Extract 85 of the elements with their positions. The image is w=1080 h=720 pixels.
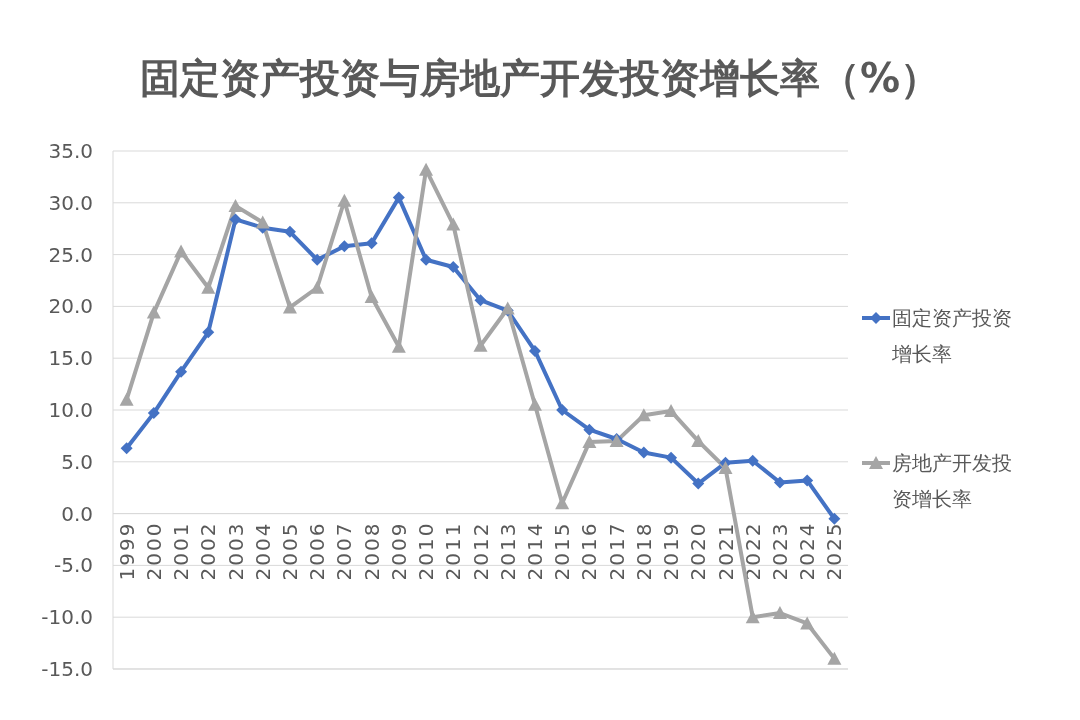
y-tick-label: -5.0 xyxy=(53,553,93,578)
y-tick-label: 5.0 xyxy=(61,449,93,474)
x-tick-label: 2008 xyxy=(359,521,384,581)
point xyxy=(637,446,650,459)
x-tick-label: 2007 xyxy=(332,521,357,581)
point xyxy=(718,461,733,475)
point xyxy=(800,616,815,630)
x-tick-label: 2009 xyxy=(386,521,411,581)
x-tick-label: 2021 xyxy=(713,521,738,581)
x-tick-label: 2005 xyxy=(277,521,302,581)
y-tick-label: -15.0 xyxy=(41,657,93,681)
x-tick-label: 2016 xyxy=(577,521,602,581)
x-tick-label: 2002 xyxy=(196,521,221,581)
x-tick-label: 2013 xyxy=(495,521,520,581)
y-tick-label: 10.0 xyxy=(48,398,93,422)
point xyxy=(801,474,814,487)
point xyxy=(201,280,216,294)
point xyxy=(582,435,597,449)
x-tick-label: 2010 xyxy=(414,521,439,581)
point xyxy=(583,423,596,436)
point xyxy=(337,193,352,207)
x-tick-label: 2017 xyxy=(604,521,629,581)
point xyxy=(338,240,351,253)
point xyxy=(745,610,760,624)
point xyxy=(773,476,786,489)
x-tick-label: 2015 xyxy=(550,521,575,581)
legend-label: 固定资产投资增长率 xyxy=(891,306,1012,366)
x-tick-label: 2020 xyxy=(686,521,711,581)
point xyxy=(310,280,325,294)
point xyxy=(447,261,460,274)
y-tick-label: 25.0 xyxy=(48,242,93,267)
y-tick-label: 15.0 xyxy=(48,346,93,371)
x-tick-label: 2001 xyxy=(169,521,194,581)
point xyxy=(664,404,679,418)
point xyxy=(474,294,487,307)
point xyxy=(119,392,134,406)
point xyxy=(691,434,706,448)
point xyxy=(772,606,787,620)
point xyxy=(636,408,651,422)
point xyxy=(146,305,161,319)
point xyxy=(555,496,570,510)
x-tick-label: 2011 xyxy=(441,521,466,581)
point xyxy=(692,477,705,490)
point xyxy=(528,344,541,357)
x-tick-label: 2023 xyxy=(767,521,792,581)
point xyxy=(202,326,215,339)
x-tick-label: 2014 xyxy=(522,521,547,581)
point xyxy=(174,244,189,258)
point xyxy=(527,397,542,411)
x-tick-label: 2004 xyxy=(250,521,275,581)
point xyxy=(665,451,678,464)
point xyxy=(392,191,405,204)
x-tick-label: 2006 xyxy=(305,521,330,581)
x-tick-label: 2003 xyxy=(223,521,248,581)
point xyxy=(364,290,379,304)
point xyxy=(229,213,242,226)
point xyxy=(228,198,243,212)
y-tick-label: -10.0 xyxy=(41,605,93,630)
x-tick-label: 2012 xyxy=(468,521,493,581)
point xyxy=(446,217,461,231)
legend-label: 房地产开发投资增长率 xyxy=(892,451,1012,511)
point xyxy=(255,215,270,229)
point xyxy=(828,512,841,525)
x-tick-label: 2000 xyxy=(141,521,166,581)
point xyxy=(473,338,488,352)
x-tick-label: 2024 xyxy=(795,521,820,581)
point xyxy=(147,407,160,420)
y-tick-label: 35.0 xyxy=(48,139,93,163)
chart-title: 固定资产投资与房地产开发投资增长率（%） xyxy=(139,55,941,101)
y-tick-label: 20.0 xyxy=(48,294,93,319)
x-tick-label: 1999 xyxy=(114,521,139,581)
point xyxy=(120,442,133,455)
x-tick-label: 2022 xyxy=(740,521,765,581)
point xyxy=(420,253,433,266)
point xyxy=(311,253,324,266)
point xyxy=(175,365,188,378)
y-tick-label: 30.0 xyxy=(48,190,93,215)
point xyxy=(282,300,297,314)
point xyxy=(827,651,842,665)
point xyxy=(556,404,569,416)
y-tick-label: 0.0 xyxy=(61,501,93,526)
x-tick-label: 2019 xyxy=(659,521,684,581)
x-tick-label: 2018 xyxy=(631,521,656,581)
x-tick-label: 2025 xyxy=(822,521,847,581)
point xyxy=(419,162,434,176)
